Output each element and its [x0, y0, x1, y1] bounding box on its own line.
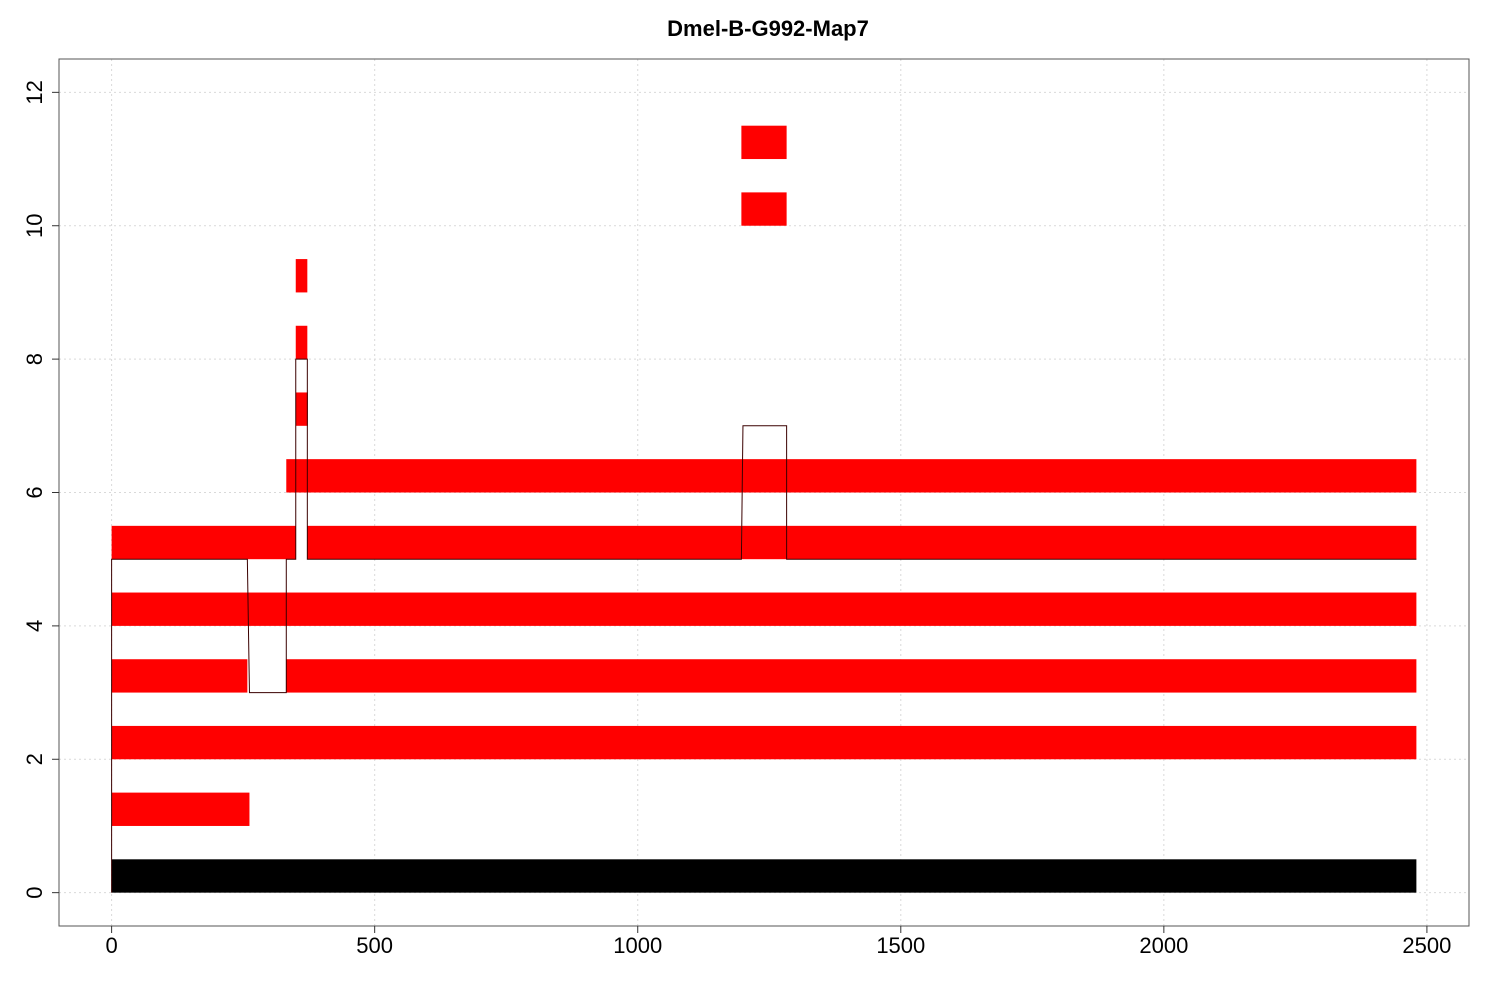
- segment-bar: [111, 525, 296, 560]
- x-tick-label: 1500: [876, 933, 925, 958]
- segment-bar: [786, 525, 1417, 560]
- y-tick-label: 2: [22, 753, 47, 765]
- segment-bar: [286, 659, 1417, 693]
- y-tick-label: 12: [22, 80, 47, 104]
- y-tick-label: 0: [22, 887, 47, 899]
- path-line: [111, 358, 1417, 893]
- segment-bar: [741, 192, 787, 226]
- line-layer: [111, 358, 1417, 893]
- segment-bar: [111, 659, 248, 693]
- y-tick-label: 6: [22, 486, 47, 498]
- y-tick-label: 4: [22, 620, 47, 632]
- x-tick-label: 2000: [1139, 933, 1188, 958]
- segment-bar: [741, 525, 787, 560]
- reference-bar: [111, 859, 1417, 893]
- x-tick-label: 0: [105, 933, 117, 958]
- y-tick-label: 8: [22, 353, 47, 365]
- segment-bar: [286, 459, 1417, 493]
- x-tick-label: 1000: [613, 933, 662, 958]
- segment-bar: [111, 592, 1417, 626]
- chart-title: Dmel-B-G992-Map7: [667, 16, 869, 41]
- segment-bar: [295, 325, 308, 360]
- x-tick-label: 2500: [1402, 933, 1451, 958]
- segment-bar: [741, 125, 787, 160]
- y-tick-label: 10: [22, 213, 47, 237]
- segment-bar: [307, 525, 742, 560]
- segment-bar: [111, 725, 1417, 760]
- segment-bar: [111, 792, 250, 826]
- x-tick-label: 500: [356, 933, 393, 958]
- bar-layer: [111, 125, 1417, 893]
- segment-bar: [295, 392, 308, 426]
- axis-layer: 0 500 1000 1500 2000 2500 0 2 4 6 8 10 12: [22, 80, 1451, 958]
- segment-bar: [295, 259, 308, 293]
